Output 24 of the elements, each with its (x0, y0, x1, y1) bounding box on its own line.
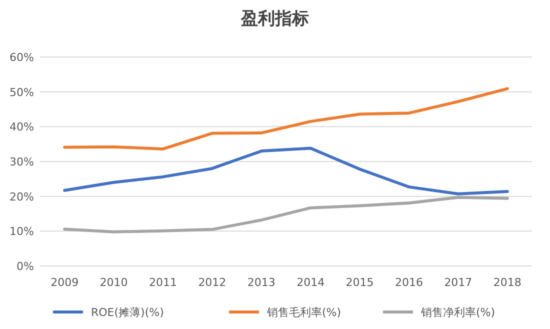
legend-label: ROE(摊薄)(%) (91, 306, 164, 319)
x-tick-label: 2017 (444, 276, 472, 289)
y-tick-label: 10% (10, 225, 34, 238)
chart-title: 盈利指标 (240, 9, 309, 29)
y-tick-label: 50% (10, 86, 34, 99)
y-tick-label: 60% (10, 51, 34, 64)
y-tick-label: 20% (10, 190, 34, 204)
line-series (63, 87, 509, 150)
x-tick-label: 2013 (247, 276, 276, 289)
legend-label: 销售净利率(%) (420, 306, 496, 319)
x-tick-label: 2010 (100, 276, 128, 289)
line-series (63, 146, 509, 196)
x-tick-label: 2012 (198, 276, 226, 289)
legend-label: 销售毛利率(%) (266, 306, 342, 319)
y-tick-label: 30% (10, 156, 34, 168)
x-tick-label: 2014 (296, 276, 325, 289)
y-tick-label: 40% (10, 120, 34, 134)
x-tick-label: 2016 (395, 276, 423, 289)
line-series (63, 196, 509, 234)
x-tick-label: 2011 (149, 276, 177, 289)
x-tick-label: 2018 (493, 276, 522, 289)
y-tick-label: 0% (16, 260, 34, 273)
x-tick-label: 2015 (346, 276, 374, 289)
x-tick-label: 2009 (50, 276, 79, 289)
